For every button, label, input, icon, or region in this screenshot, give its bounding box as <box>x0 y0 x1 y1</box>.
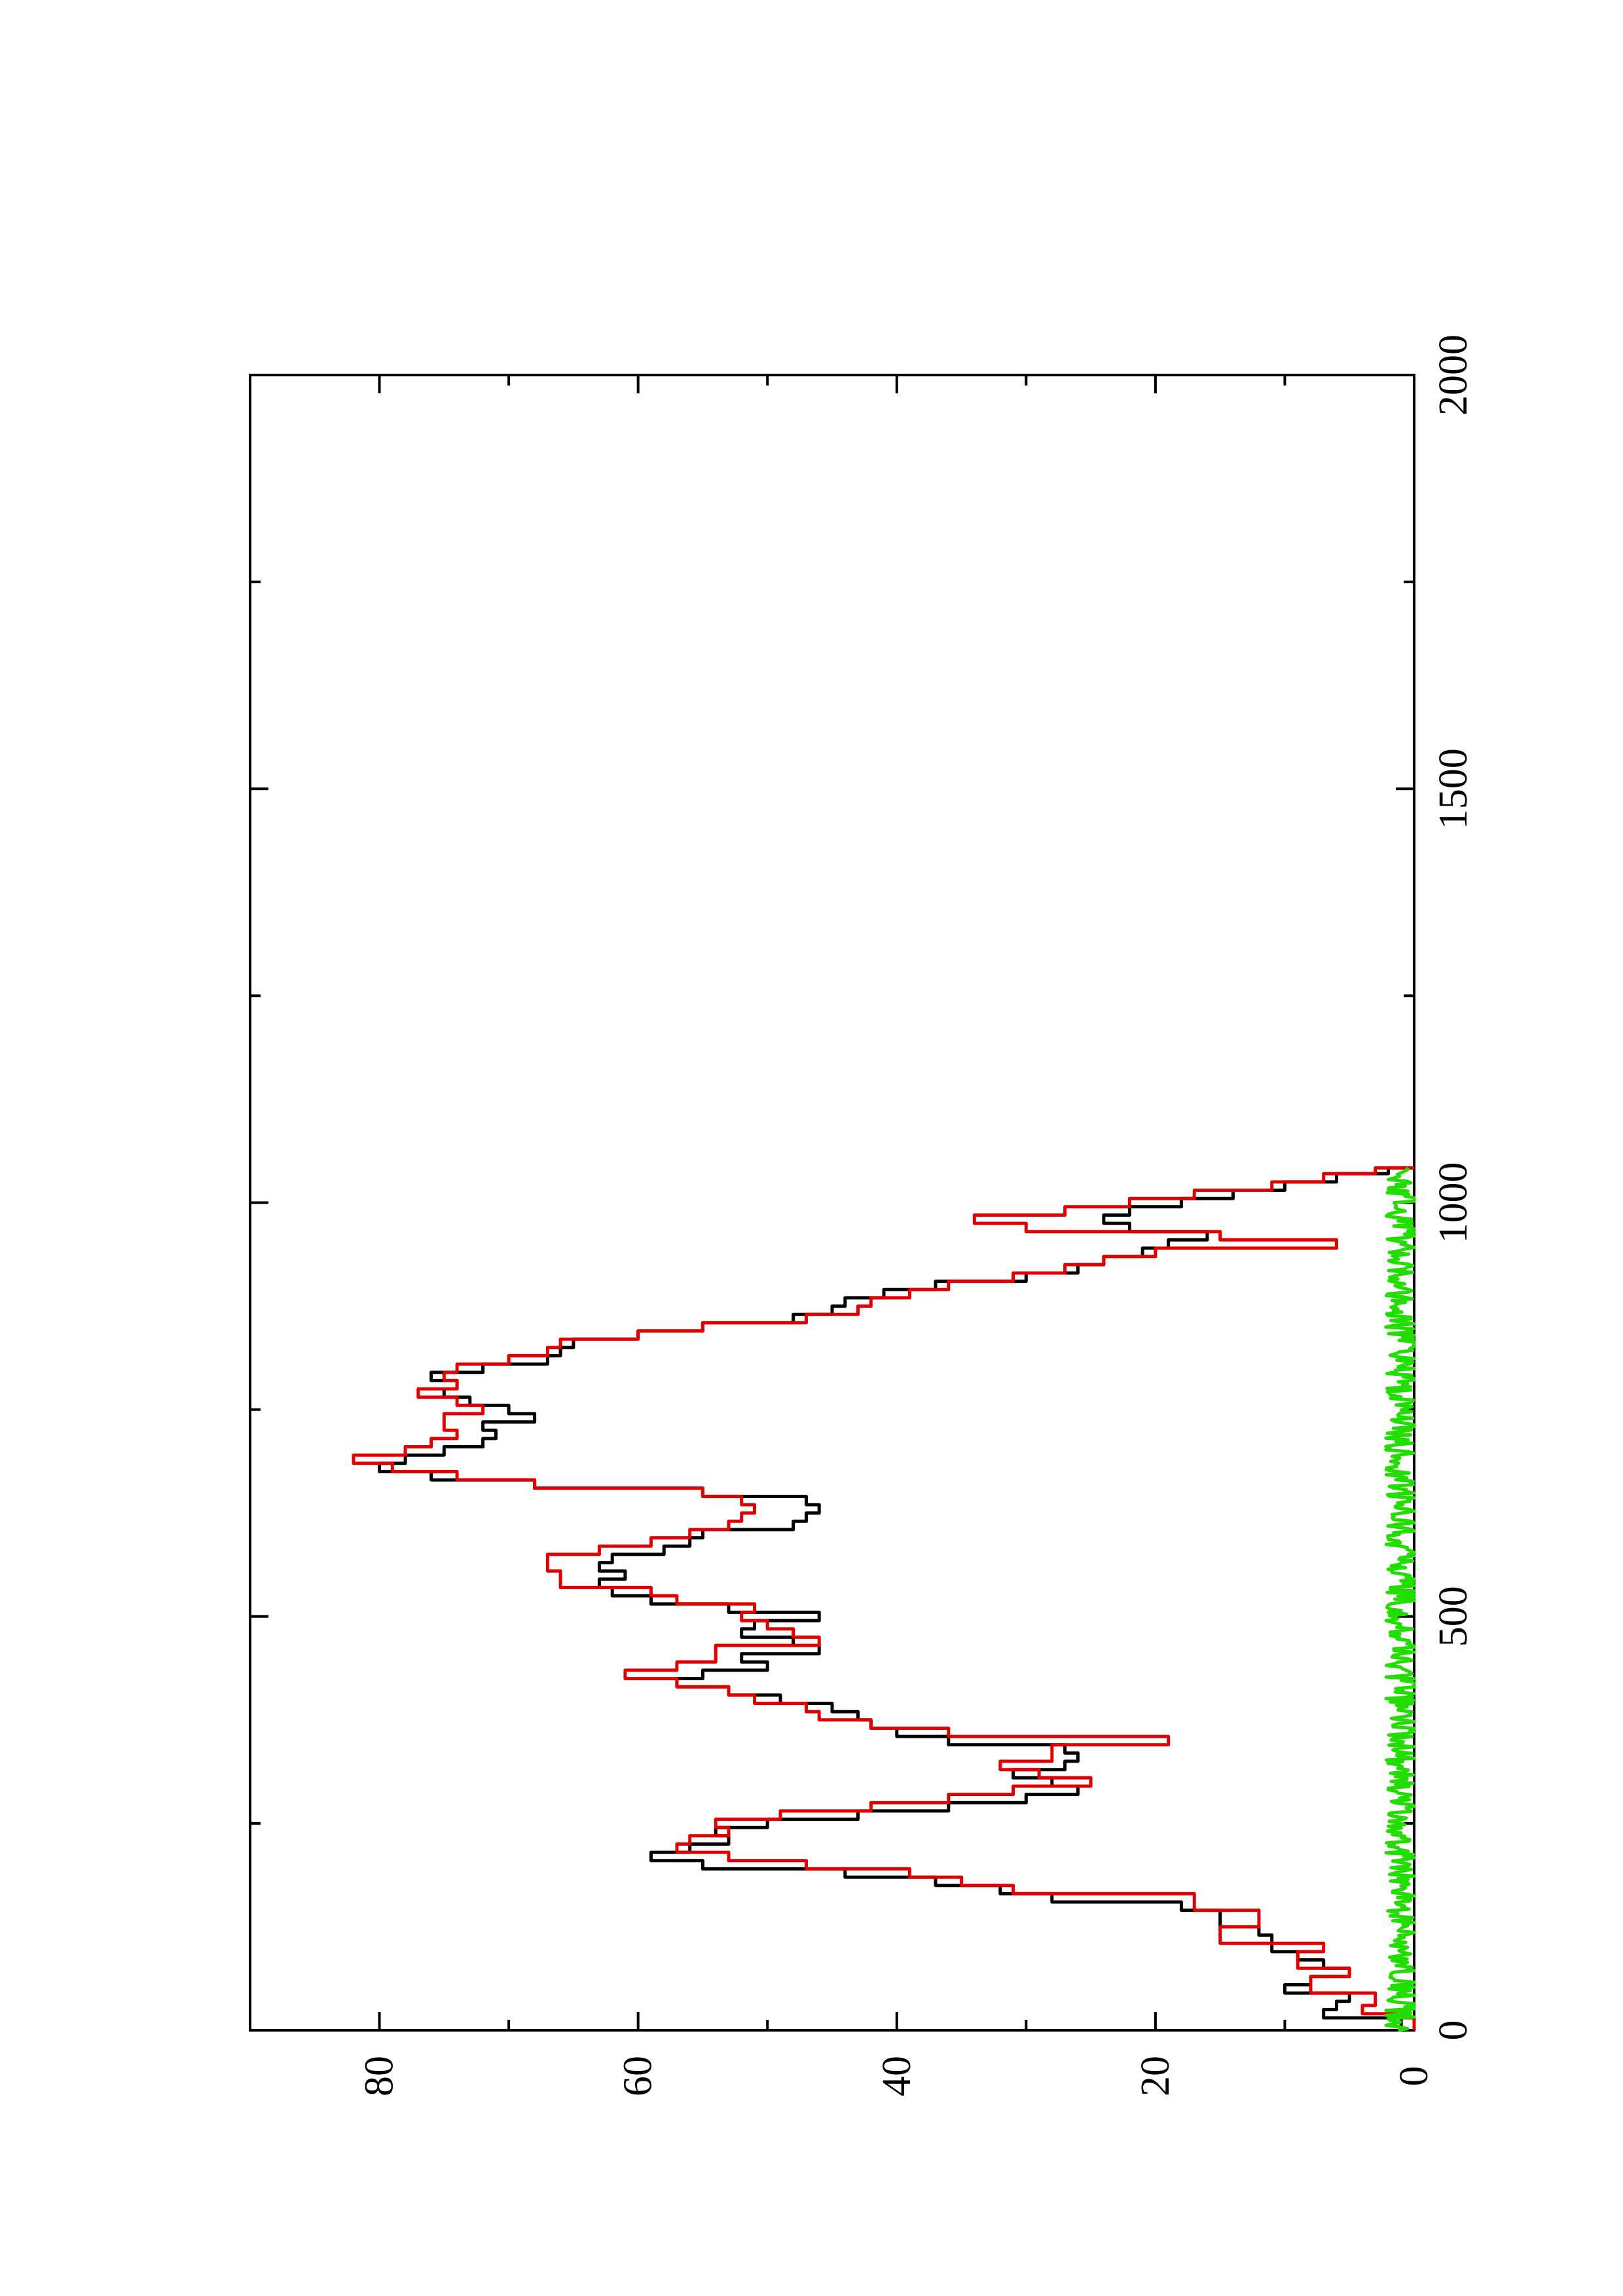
x-tick-label: 0 <box>1431 2020 1476 2041</box>
y-tick-label: 40 <box>875 2056 919 2096</box>
x-tick-label: 1000 <box>1431 1162 1476 1244</box>
x-tick-label: 1500 <box>1431 748 1476 829</box>
plot-area <box>249 374 1416 2032</box>
x-tick-label: 2000 <box>1431 334 1476 416</box>
y-tick-label: 80 <box>357 2056 402 2096</box>
x-axis-tick-labels: 0 500 1000 1500 2000 <box>1431 334 1476 2041</box>
y-tick-label: 60 <box>616 2056 661 2096</box>
series-line-2 <box>352 1166 1416 2030</box>
axis-ticks <box>249 374 1415 2032</box>
plot-frame <box>249 374 1415 2032</box>
x-tick-label: 500 <box>1431 1586 1476 1647</box>
series-layer <box>352 1166 1416 2032</box>
y-tick-label: 0 <box>1392 2066 1436 2087</box>
y-axis-tick-labels: 0 20 40 60 80 <box>357 2056 1436 2096</box>
series-line-1 <box>378 1166 1414 2030</box>
series-line-3 <box>1384 1166 1416 2032</box>
y-tick-label: 20 <box>1133 2056 1178 2096</box>
